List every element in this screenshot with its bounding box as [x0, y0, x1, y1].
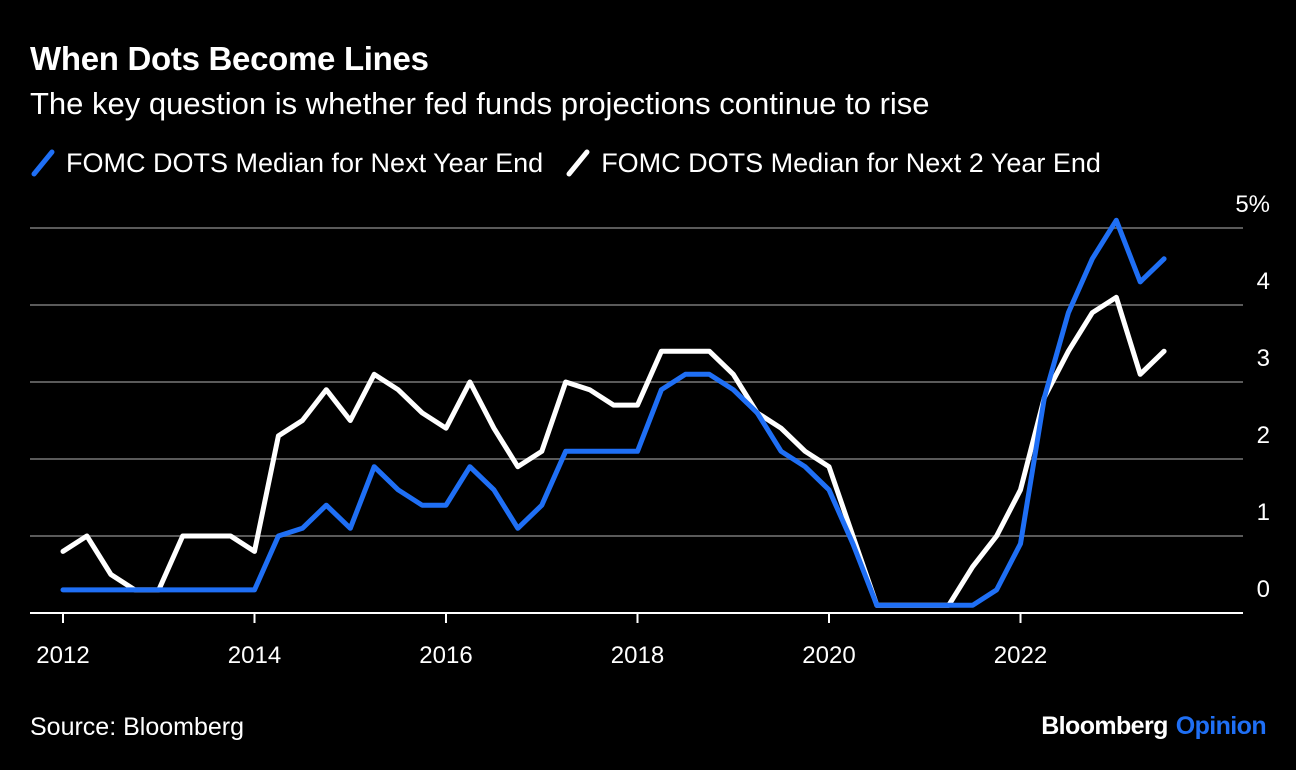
brand-logo: Bloomberg Opinion	[1041, 712, 1266, 741]
x-tick-label: 2016	[419, 642, 472, 669]
x-tick-label: 2022	[994, 642, 1047, 669]
y-tick-label: 0	[1257, 576, 1270, 603]
y-tick-label: 5%	[1235, 191, 1270, 218]
legend-swatch-next-year-icon	[31, 149, 55, 177]
series-line-next-2-year	[60, 294, 1167, 608]
legend-stroke-next-2-year	[566, 149, 590, 177]
grid-lines	[30, 227, 1243, 537]
source-note: Source: Bloomberg	[30, 713, 245, 741]
x-tick-label: 2020	[802, 642, 855, 669]
y-tick-label: 1	[1257, 499, 1270, 526]
legend-item-next-2-year: FOMC DOTS Median for Next 2 Year End	[565, 146, 1101, 180]
series-lines	[60, 217, 1167, 608]
brand-primary: Bloomberg	[1041, 712, 1168, 740]
tick-labels: 2012 2014 2016 2018 2020 2022 0 1 2 3 4 5%	[36, 191, 1270, 669]
y-tick-label: 3	[1257, 345, 1270, 372]
chart-title: When Dots Become Lines	[30, 40, 429, 77]
x-tick-label: 2012	[36, 642, 89, 669]
legend-item-next-year: FOMC DOTS Median for Next Year End	[30, 146, 543, 180]
y-tick-label: 4	[1257, 268, 1270, 295]
x-tick-label: 2014	[228, 642, 281, 669]
x-tick-label: 2018	[611, 642, 664, 669]
series-line-next-year	[60, 217, 1167, 608]
legend-stroke-next-year	[31, 149, 55, 177]
legend-swatch-next-2-year-icon	[566, 149, 590, 177]
legend-label-next-year: FOMC DOTS Median for Next Year End	[66, 147, 544, 178]
axis	[30, 612, 1243, 623]
legend: FOMC DOTS Median for Next Year End FOMC …	[30, 146, 1123, 180]
legend-label-next-2-year: FOMC DOTS Median for Next 2 Year End	[601, 147, 1101, 178]
y-tick-label: 2	[1257, 422, 1270, 449]
brand-secondary: Opinion	[1175, 712, 1267, 740]
chart-subtitle: The key question is whether fed funds pr…	[30, 86, 930, 121]
